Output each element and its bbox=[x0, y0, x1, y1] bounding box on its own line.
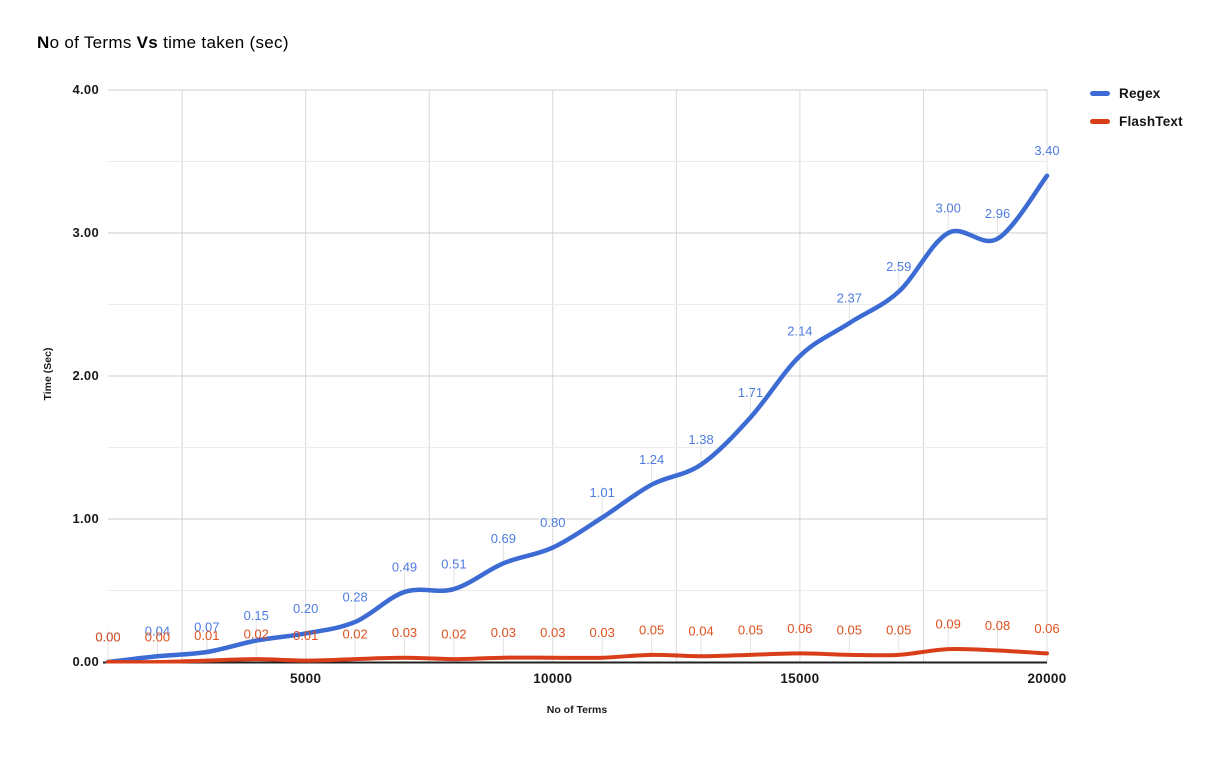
data-label-regex: 1.24 bbox=[639, 452, 664, 467]
data-label-flashtext: 0.09 bbox=[936, 617, 961, 632]
chart-title-part: o of Terms bbox=[49, 33, 137, 52]
data-label-regex: 0.28 bbox=[342, 589, 367, 604]
data-label-regex: 1.01 bbox=[590, 485, 615, 500]
data-label-regex: 0.00 bbox=[95, 629, 120, 644]
data-label-flashtext: 0.03 bbox=[491, 625, 516, 640]
series-line-regex bbox=[105, 173, 1050, 664]
label-stems bbox=[107, 144, 1048, 660]
data-label-regex: 2.14 bbox=[787, 323, 812, 338]
y-tick-label: 3.00 bbox=[72, 225, 99, 240]
x-tick-label: 10000 bbox=[533, 671, 573, 686]
data-label-regex: 0.80 bbox=[540, 515, 565, 530]
data-label-regex: 2.37 bbox=[837, 291, 862, 306]
data-label-regex: 2.96 bbox=[985, 206, 1010, 221]
data-label-regex: 0.20 bbox=[293, 601, 318, 616]
y-tick-label: 4.00 bbox=[72, 82, 99, 97]
data-label-regex: 3.00 bbox=[936, 200, 961, 215]
regex-line-swatch-icon bbox=[1090, 91, 1110, 96]
legend-label-flashtext: FlashText bbox=[1119, 114, 1183, 129]
data-label-regex: 1.71 bbox=[738, 385, 763, 400]
data-label-regex: 0.51 bbox=[441, 557, 466, 572]
data-label-regex: 0.15 bbox=[244, 608, 269, 623]
data-label-regex: 0.49 bbox=[392, 559, 417, 574]
chart-title: No of Terms Vs time taken (sec) bbox=[37, 33, 289, 53]
series-lines bbox=[105, 173, 1050, 664]
data-label-flashtext: 0.03 bbox=[540, 625, 565, 640]
data-label-flashtext: 0.02 bbox=[342, 627, 367, 642]
data-label-flashtext: 0.05 bbox=[886, 622, 911, 637]
legend-item-flashtext: FlashText bbox=[1090, 114, 1183, 129]
data-label-regex: 3.40 bbox=[1034, 143, 1059, 158]
y-tick-label: 1.00 bbox=[72, 511, 99, 526]
chart-title-part: time taken (sec) bbox=[158, 33, 289, 52]
data-label-regex: 0.04 bbox=[145, 624, 170, 639]
data-label-regex: 0.69 bbox=[491, 531, 516, 546]
data-label-regex: 1.38 bbox=[688, 432, 713, 447]
legend-item-regex: Regex bbox=[1090, 86, 1183, 101]
x-tick-label: 5000 bbox=[290, 671, 322, 686]
data-label-flashtext: 0.02 bbox=[441, 627, 466, 642]
x-tick-label: 15000 bbox=[780, 671, 820, 686]
data-label-flashtext: 0.06 bbox=[787, 621, 812, 636]
data-label-flashtext: 0.01 bbox=[194, 628, 219, 643]
x-axis-title: No of Terms bbox=[546, 704, 608, 716]
data-label-flashtext: 0.01 bbox=[293, 628, 318, 643]
data-label-flashtext: 0.04 bbox=[688, 624, 713, 639]
data-label-regex: 2.59 bbox=[886, 259, 911, 274]
flashtext-line-swatch-icon bbox=[1090, 119, 1110, 124]
data-label-flashtext: 0.05 bbox=[837, 622, 862, 637]
data-label-flashtext: 0.03 bbox=[590, 625, 615, 640]
data-label-flashtext: 0.05 bbox=[738, 622, 763, 637]
data-label-flashtext: 0.00 bbox=[95, 629, 120, 644]
x-tick-label: 20000 bbox=[1027, 671, 1067, 686]
y-axis-title: Time (Sec) bbox=[42, 347, 54, 401]
data-label-flashtext: 0.05 bbox=[639, 622, 664, 637]
y-tick-label: 0.00 bbox=[72, 654, 99, 669]
data-label-flashtext: 0.03 bbox=[392, 625, 417, 640]
legend: Regex FlashText bbox=[1090, 86, 1183, 129]
data-label-flashtext: 0.00 bbox=[145, 629, 170, 644]
data-label-flashtext: 0.02 bbox=[244, 627, 269, 642]
data-labels: 0.00 0.04 0.070.15 0.200.280.49 0.510.690.80… bbox=[95, 143, 1059, 644]
gridlines bbox=[108, 89, 1048, 662]
legend-label-regex: Regex bbox=[1119, 86, 1161, 101]
series-line-flashtext bbox=[106, 646, 1049, 664]
chart-title-part: Vs bbox=[136, 33, 159, 52]
chart-title-part: N bbox=[37, 33, 50, 52]
data-label-flashtext: 0.06 bbox=[1034, 621, 1059, 636]
data-label-flashtext: 0.08 bbox=[985, 618, 1010, 633]
y-tick-label: 2.00 bbox=[72, 368, 99, 383]
data-label-regex: 0.07 bbox=[194, 619, 219, 634]
